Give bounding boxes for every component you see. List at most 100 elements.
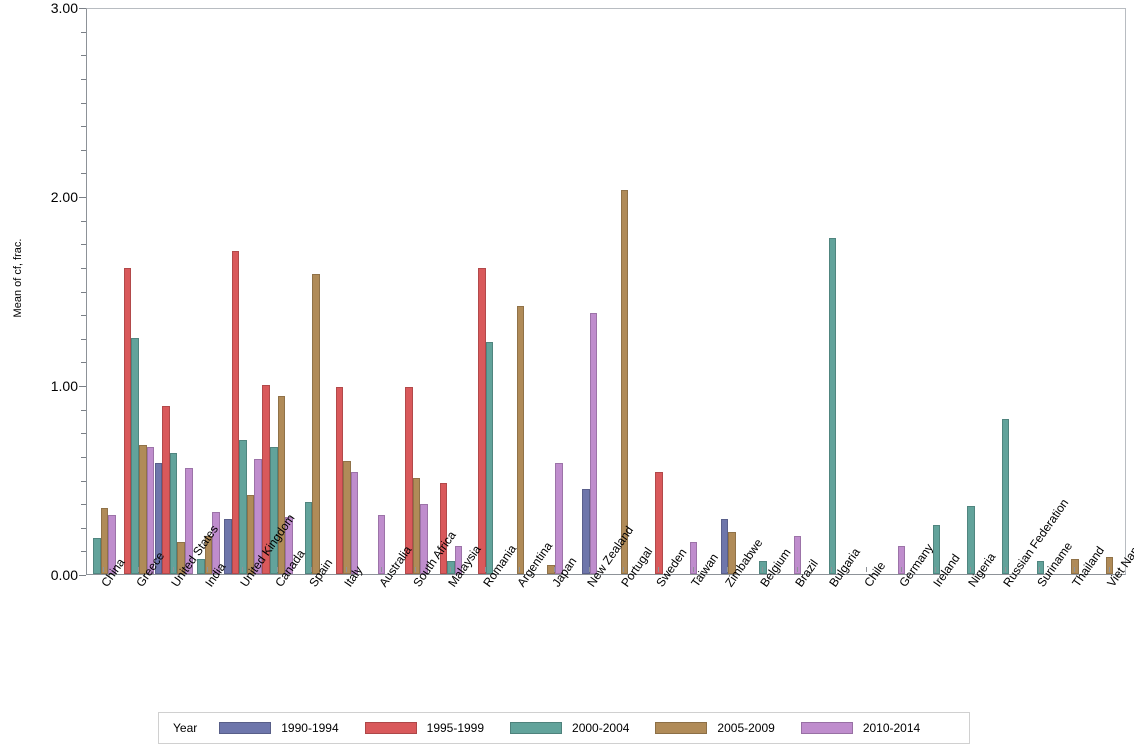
bar: [516, 305, 525, 574]
bar: [720, 519, 729, 574]
bar: [404, 386, 413, 574]
bar: [108, 515, 116, 574]
y-minor-tick: [81, 315, 86, 317]
bar: [335, 386, 344, 574]
bar: [204, 536, 213, 574]
bar: [897, 545, 906, 574]
bar: [304, 502, 313, 574]
y-minor-tick: [81, 31, 86, 33]
bar: [420, 504, 428, 574]
legend-swatch: [364, 722, 417, 734]
bar: [312, 273, 320, 574]
y-minor-tick: [81, 362, 86, 364]
bar: [728, 532, 736, 574]
bar: [212, 511, 220, 574]
x-tick: [519, 567, 521, 572]
x-tick: [207, 567, 209, 572]
bar: [555, 462, 563, 574]
x-tick: [484, 567, 486, 572]
bar: [932, 524, 941, 574]
bar: [139, 445, 147, 574]
bar: [169, 453, 178, 574]
x-tick: [103, 567, 105, 572]
bar: [262, 385, 271, 574]
x-tick: [450, 567, 451, 572]
bar: [270, 447, 278, 574]
x-tick: [554, 567, 555, 572]
legend-entry[interactable]: 1995-1999: [364, 721, 485, 735]
x-tick: [796, 567, 798, 572]
bar: [412, 477, 421, 574]
legend-swatch: [655, 722, 708, 734]
x-tick: [658, 567, 659, 572]
bar: [1036, 560, 1045, 574]
x-tick: [311, 567, 313, 572]
bar: [620, 190, 629, 574]
y-minor-tick: [81, 78, 86, 80]
bar: [478, 267, 486, 574]
legend-swatch: [800, 722, 853, 734]
x-tick: [1074, 567, 1075, 572]
bar: [246, 494, 255, 574]
x-tick: [380, 567, 382, 572]
legend-entry[interactable]: 2000-2004: [510, 721, 629, 735]
bar: [131, 337, 139, 574]
x-tick: [172, 567, 174, 572]
bar: [162, 405, 170, 574]
chart-legend: Year 1990-1994 1995-1999 2000-2004 2005-200…: [158, 712, 970, 744]
y-minor-tick: [81, 527, 86, 529]
bar: [582, 488, 590, 574]
x-tick: [623, 567, 625, 572]
legend-entry[interactable]: 1990-1994: [219, 721, 339, 735]
x-tick: [415, 567, 417, 572]
y-minor-tick: [81, 480, 86, 482]
bar: [277, 396, 286, 574]
bar: [1071, 558, 1079, 574]
bar: [224, 519, 232, 574]
y-major-tick: [79, 197, 86, 198]
x-tick: [1039, 567, 1041, 572]
bar: [154, 462, 163, 574]
legend-entry[interactable]: 2010-2014: [800, 721, 921, 735]
y-minor-tick: [81, 551, 86, 553]
bar: [231, 250, 240, 574]
legend-label: 2005-2009: [717, 721, 775, 735]
y-axis-title: Mean of cf, frac.: [12, 238, 24, 318]
bar: [1001, 419, 1010, 574]
bar: [454, 545, 463, 574]
y-major-tick: [79, 8, 86, 9]
bar: [689, 541, 698, 574]
legend-label: 1995-1999: [426, 721, 485, 735]
x-tick: [935, 567, 937, 572]
legend-label: 2010-2014: [862, 721, 921, 735]
legend-title: Year: [173, 721, 198, 735]
x-tick: [692, 567, 694, 572]
bar: [123, 267, 132, 574]
y-tick-label: 3.00: [50, 0, 78, 16]
bar: [485, 341, 494, 574]
y-minor-tick: [81, 173, 86, 175]
y-minor-tick: [81, 126, 86, 128]
legend-swatch: [510, 722, 563, 734]
y-major-tick: [79, 386, 86, 387]
y-minor-tick: [81, 433, 86, 435]
y-tick-label: 0.00: [50, 567, 78, 583]
y-minor-tick: [81, 102, 86, 104]
legend-label: 1990-1994: [281, 721, 339, 735]
bar: [100, 507, 109, 574]
bar: [185, 468, 193, 574]
plot-area: [86, 8, 1126, 575]
x-tick: [866, 567, 867, 572]
y-minor-tick: [81, 220, 86, 222]
x-tick: [242, 567, 243, 572]
bar: [177, 541, 186, 574]
y-minor-tick: [81, 504, 86, 506]
y-minor-tick: [81, 55, 86, 57]
legend-entry[interactable]: 2005-2009: [655, 721, 775, 735]
y-minor-tick: [81, 149, 86, 151]
bar: [589, 313, 598, 574]
bar: [254, 458, 262, 574]
y-minor-tick: [81, 338, 86, 340]
bar: [439, 483, 448, 574]
bar: [793, 536, 802, 574]
